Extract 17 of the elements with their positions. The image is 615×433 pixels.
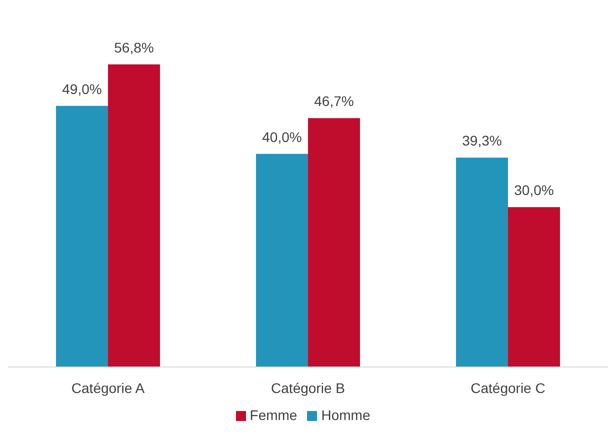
bar [508, 207, 560, 367]
legend-label: Homme [321, 407, 370, 423]
x-tick-label: Catégorie B [271, 380, 345, 396]
x-tick-label: Catégorie A [71, 380, 146, 396]
bar [308, 118, 360, 367]
data-label: 46,7% [314, 93, 354, 110]
bar [108, 64, 160, 367]
data-label: 56,8% [114, 39, 154, 56]
bar [56, 106, 108, 367]
bar [256, 154, 308, 367]
data-label: 30,0% [514, 182, 554, 198]
data-label: 40,0% [262, 128, 302, 145]
x-tick-label: Catégorie C [470, 380, 546, 396]
bar [456, 158, 508, 367]
legend-label: Femme [250, 407, 298, 423]
data-label: 39,3% [462, 132, 502, 149]
data-label: 49,0% [62, 80, 102, 97]
